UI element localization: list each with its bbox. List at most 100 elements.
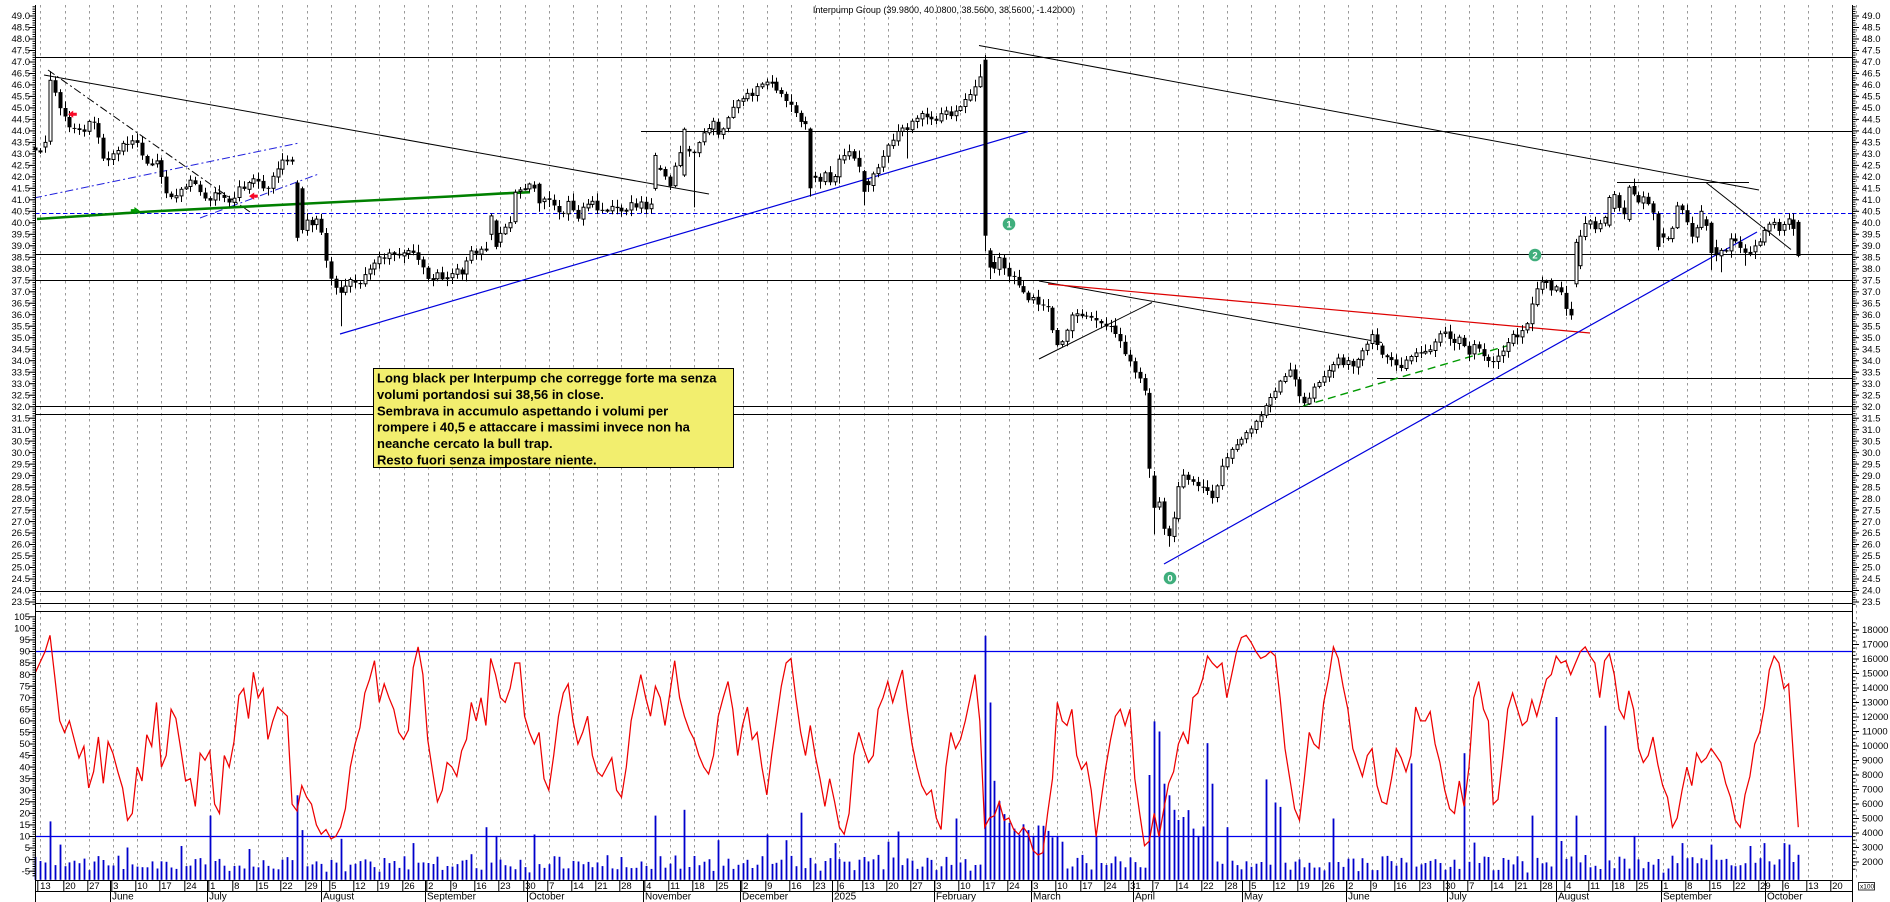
- svg-text:May: May: [1244, 892, 1263, 902]
- svg-text:18000: 18000: [1862, 625, 1888, 636]
- svg-text:49.0: 49.0: [12, 11, 31, 22]
- svg-text:29.0: 29.0: [12, 471, 31, 482]
- svg-text:47.0: 47.0: [12, 57, 31, 68]
- svg-text:27.5: 27.5: [1862, 505, 1881, 516]
- svg-text:9: 9: [1372, 881, 1377, 892]
- svg-text:70: 70: [19, 693, 30, 704]
- svg-text:2: 2: [1348, 881, 1353, 892]
- svg-text:25.5: 25.5: [12, 551, 31, 562]
- svg-text:15: 15: [258, 881, 269, 892]
- svg-text:46.5: 46.5: [12, 69, 31, 80]
- svg-text:43.5: 43.5: [12, 138, 31, 149]
- svg-text:36.0: 36.0: [12, 310, 31, 321]
- svg-text:rompere i 40,5 e attaccare i m: rompere i 40,5 e attaccare i massimi inv…: [377, 420, 691, 435]
- svg-text:45: 45: [19, 751, 30, 762]
- svg-text:28.0: 28.0: [12, 494, 31, 505]
- svg-text:25: 25: [19, 797, 30, 808]
- svg-text:40.0: 40.0: [12, 218, 31, 229]
- svg-text:45.0: 45.0: [1862, 103, 1881, 114]
- svg-text:13: 13: [40, 881, 51, 892]
- svg-text:49.0: 49.0: [1862, 11, 1881, 22]
- svg-text:15000: 15000: [1862, 669, 1888, 680]
- svg-text:39.5: 39.5: [1862, 230, 1881, 241]
- svg-text:24: 24: [186, 881, 197, 892]
- svg-text:30.0: 30.0: [12, 448, 31, 459]
- svg-text:43.0: 43.0: [1862, 149, 1881, 160]
- svg-text:17: 17: [161, 881, 172, 892]
- svg-text:34.0: 34.0: [12, 356, 31, 367]
- svg-text:65: 65: [19, 705, 30, 716]
- svg-text:22: 22: [1735, 881, 1746, 892]
- svg-text:33.5: 33.5: [12, 367, 31, 378]
- svg-text:24.0: 24.0: [1862, 586, 1881, 597]
- svg-text:July: July: [209, 892, 227, 902]
- svg-text:12: 12: [355, 881, 366, 892]
- svg-text:46.0: 46.0: [1862, 80, 1881, 91]
- svg-text:10000: 10000: [1862, 741, 1888, 752]
- svg-text:47.5: 47.5: [12, 46, 31, 57]
- svg-text:38.5: 38.5: [12, 253, 31, 264]
- svg-text:September: September: [1663, 892, 1713, 902]
- svg-text:5: 5: [25, 843, 30, 854]
- svg-text:33.0: 33.0: [1862, 379, 1881, 390]
- svg-text:32.5: 32.5: [1862, 390, 1881, 401]
- svg-text:47.5: 47.5: [1862, 46, 1881, 57]
- svg-text:80: 80: [19, 670, 30, 681]
- svg-text:14: 14: [1493, 881, 1504, 892]
- svg-text:July: July: [1449, 892, 1467, 902]
- svg-text:September: September: [427, 892, 477, 902]
- svg-text:21: 21: [1517, 881, 1528, 892]
- svg-text:25.0: 25.0: [1862, 563, 1881, 574]
- svg-text:4000: 4000: [1862, 828, 1883, 839]
- svg-text:13000: 13000: [1862, 698, 1888, 709]
- svg-text:neanche cercato la bull trap.: neanche cercato la bull trap.: [377, 436, 553, 451]
- svg-text:28: 28: [621, 881, 632, 892]
- svg-text:8000: 8000: [1862, 770, 1883, 781]
- svg-text:30.5: 30.5: [1862, 436, 1881, 447]
- svg-text:October: October: [1767, 892, 1803, 902]
- svg-text:46.5: 46.5: [1862, 69, 1881, 80]
- svg-text:3: 3: [936, 881, 941, 892]
- svg-text:29.0: 29.0: [1862, 471, 1881, 482]
- svg-text:x100: x100: [1860, 884, 1874, 891]
- svg-text:35.0: 35.0: [1862, 333, 1881, 344]
- svg-text:25.0: 25.0: [12, 563, 31, 574]
- svg-text:26: 26: [404, 881, 415, 892]
- svg-text:10: 10: [19, 832, 30, 843]
- svg-text:8: 8: [1687, 881, 1692, 892]
- svg-text:7: 7: [1469, 881, 1474, 892]
- svg-text:37.5: 37.5: [12, 276, 31, 287]
- svg-text:3: 3: [113, 881, 118, 892]
- svg-text:15: 15: [1711, 881, 1722, 892]
- svg-text:30.5: 30.5: [12, 436, 31, 447]
- svg-text:17000: 17000: [1862, 640, 1888, 651]
- svg-text:14: 14: [1178, 881, 1189, 892]
- svg-text:35.0: 35.0: [12, 333, 31, 344]
- svg-text:37.5: 37.5: [1862, 276, 1881, 287]
- svg-text:7: 7: [1154, 881, 1159, 892]
- svg-text:2025: 2025: [834, 892, 857, 902]
- svg-text:3: 3: [1033, 881, 1038, 892]
- svg-text:28.5: 28.5: [1862, 482, 1881, 493]
- svg-text:8: 8: [234, 881, 239, 892]
- svg-text:41.5: 41.5: [12, 184, 31, 195]
- svg-text:44.5: 44.5: [1862, 115, 1881, 126]
- svg-text:17: 17: [1082, 881, 1093, 892]
- svg-text:48.5: 48.5: [1862, 23, 1881, 34]
- svg-text:26.0: 26.0: [12, 540, 31, 551]
- svg-text:24: 24: [1009, 881, 1020, 892]
- svg-text:37.0: 37.0: [12, 287, 31, 298]
- svg-text:40.5: 40.5: [1862, 207, 1881, 218]
- svg-text:43.0: 43.0: [12, 149, 31, 160]
- svg-text:105: 105: [14, 612, 30, 623]
- svg-text:Sembrava in accumulo aspettand: Sembrava in accumulo aspettando i volumi…: [377, 403, 668, 418]
- svg-text:39.5: 39.5: [12, 230, 31, 241]
- svg-text:November: November: [645, 892, 692, 902]
- svg-text:30.0: 30.0: [1862, 448, 1881, 459]
- svg-text:16: 16: [791, 881, 802, 892]
- svg-text:26.5: 26.5: [1862, 528, 1881, 539]
- svg-text:45.5: 45.5: [12, 92, 31, 103]
- svg-text:11000: 11000: [1862, 727, 1888, 738]
- svg-text:32.5: 32.5: [12, 390, 31, 401]
- svg-text:34.5: 34.5: [12, 344, 31, 355]
